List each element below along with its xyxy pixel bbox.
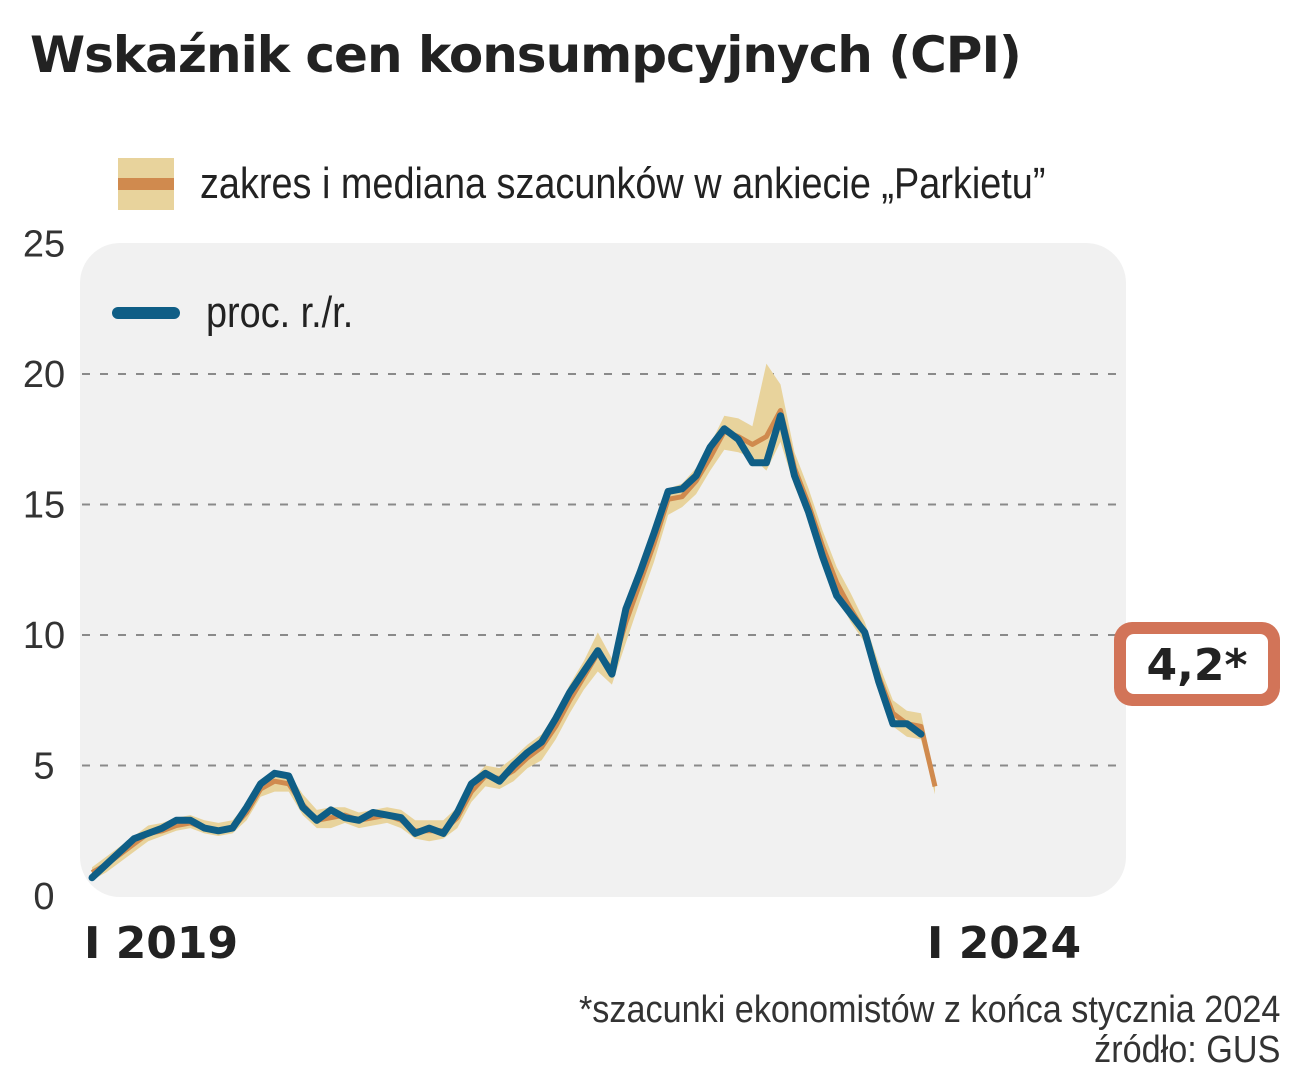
legend-line-label: proc. r./r. (206, 288, 354, 337)
range-band (92, 363, 935, 881)
x-tick-label: I 2024 (927, 918, 1081, 969)
line-swatch-icon (112, 307, 180, 319)
y-tick-label: 25 (23, 224, 65, 266)
footnote: *szacunki ekonomistów z końca stycznia 2… (501, 990, 1280, 1070)
cpi-line (88, 412, 925, 882)
median-line (90, 408, 938, 875)
callout-box (1126, 634, 1268, 694)
legend-line: proc. r./r. (112, 288, 377, 338)
y-tick-label: 20 (23, 354, 65, 396)
y-tick-label: 15 (23, 485, 65, 527)
chart-title: Wskaźnik cen konsumpcyjnych (CPI) (30, 26, 1022, 84)
y-tick-label: 10 (23, 615, 65, 657)
footnote-source: źródło: GUS (1093, 1029, 1280, 1071)
legend-range: zakres i mediana szacunków w ankiecie „P… (118, 158, 1183, 210)
callout-label: 4,2* (1147, 640, 1248, 691)
legend-range-label: zakres i mediana szacunków w ankiecie „P… (200, 159, 1046, 208)
x-tick-label: I 2019 (84, 918, 238, 969)
y-tick-label: 0 (33, 876, 54, 918)
y-tick-label: 5 (33, 746, 54, 788)
range-swatch-icon (118, 158, 174, 210)
footnote-note: *szacunki ekonomistów z końca stycznia 2… (578, 989, 1280, 1031)
